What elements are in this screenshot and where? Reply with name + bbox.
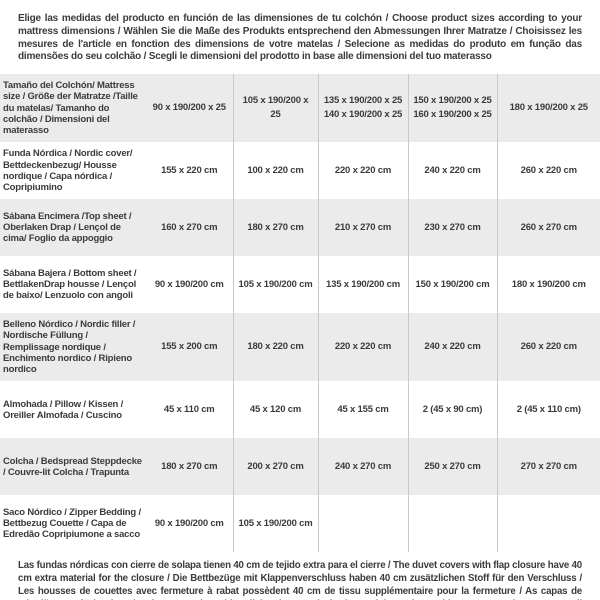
size-value (407, 495, 497, 553)
size-table: Tamaño del Colchón/ Mattress size / Größ… (0, 74, 600, 553)
size-value (496, 495, 600, 553)
size-value: 210 x 270 cm (317, 199, 408, 257)
size-value: 180 x 220 cm (232, 313, 318, 382)
size-value: 135 x 190/200 x 25 140 x 190/200 x 25 (317, 74, 408, 143)
size-value: 135 x 190/200 cm (317, 256, 408, 314)
size-value: 230 x 270 cm (407, 199, 497, 257)
size-value: 180 x 270 cm (161, 460, 218, 472)
row-label: Colcha / Bedspread Steppdecke / Couvre-l… (3, 455, 142, 478)
size-value: 155 x 200 cm (161, 341, 218, 353)
row-label: Sábana Encimera /Top sheet / Oberlaken D… (3, 210, 132, 245)
size-value: 260 x 270 cm (496, 199, 600, 257)
size-value: 100 x 220 cm (232, 142, 318, 200)
size-value: 250 x 270 cm (407, 438, 497, 496)
size-value: 240 x 220 cm (407, 142, 497, 200)
table-row: Almohada / Pillow / Kissen / Oreiller Al… (0, 381, 600, 439)
size-value: 90 x 190/200 x 25 (152, 102, 226, 114)
size-value: 180 x 270 cm (232, 199, 318, 257)
size-value: 200 x 270 cm (232, 438, 318, 496)
size-value: 150 x 190/200 cm (407, 256, 497, 314)
size-value: 180 x 190/200 x 25 (496, 74, 600, 143)
size-value: 105 x 190/200 cm (232, 495, 318, 553)
size-value: 105 x 190/200 x 25 (232, 74, 318, 143)
row-label: Tamaño del Colchón/ Mattress size / Größ… (3, 80, 138, 136)
size-value: 240 x 270 cm (317, 438, 408, 496)
size-value: 150 x 190/200 x 25 160 x 190/200 x 25 (407, 74, 497, 143)
table-row: Tamaño del Colchón/ Mattress size / Größ… (0, 74, 600, 143)
row-label: Almohada / Pillow / Kissen / Oreiller Al… (3, 398, 124, 421)
row-label: Sábana Bajera / Bottom sheet / Bettlaken… (3, 267, 137, 302)
size-value: 105 x 190/200 cm (232, 256, 318, 314)
size-value: 45 x 120 cm (232, 381, 318, 439)
size-value: 2 (45 x 90 cm) (407, 381, 497, 439)
size-value: 220 x 220 cm (317, 313, 408, 382)
size-value: 90 x 190/200 cm (154, 278, 224, 290)
size-value: 160 x 270 cm (161, 221, 218, 233)
size-value: 90 x 190/200 cm (154, 517, 224, 529)
table-row: Colcha / Bedspread Steppdecke / Couvre-l… (0, 438, 600, 496)
size-value: 260 x 220 cm (496, 142, 600, 200)
intro-text: Elige las medidas del producto en funció… (18, 13, 582, 63)
table-row: Funda Nórdica / Nordic cover/ Bettdecken… (0, 142, 600, 200)
row-label: Funda Nórdica / Nordic cover/ Bettdecken… (3, 148, 133, 193)
size-value: 45 x 110 cm (163, 403, 215, 415)
table-row: Sábana Bajera / Bottom sheet / Bettlaken… (0, 256, 600, 314)
footnote-text: Las fundas nórdicas con cierre de solapa… (18, 560, 582, 600)
size-value: 270 x 270 cm (496, 438, 600, 496)
size-value: 240 x 220 cm (407, 313, 497, 382)
row-label: Saco Nórdico / Zipper Bedding / Bettbezu… (3, 506, 141, 541)
size-value: 155 x 220 cm (161, 164, 218, 176)
size-value (317, 495, 408, 553)
size-value: 45 x 155 cm (317, 381, 408, 439)
table-row: Saco Nórdico / Zipper Bedding / Bettbezu… (0, 495, 600, 553)
size-value: 220 x 220 cm (317, 142, 408, 200)
row-label: Belleno Nórdico / Nordic filler / Nordis… (3, 319, 136, 376)
table-row: Belleno Nórdico / Nordic filler / Nordis… (0, 313, 600, 382)
table-row: Sábana Encimera /Top sheet / Oberlaken D… (0, 199, 600, 257)
size-value: 2 (45 x 110 cm) (496, 381, 600, 439)
size-value: 180 x 190/200 cm (496, 256, 600, 314)
size-value: 260 x 220 cm (496, 313, 600, 382)
